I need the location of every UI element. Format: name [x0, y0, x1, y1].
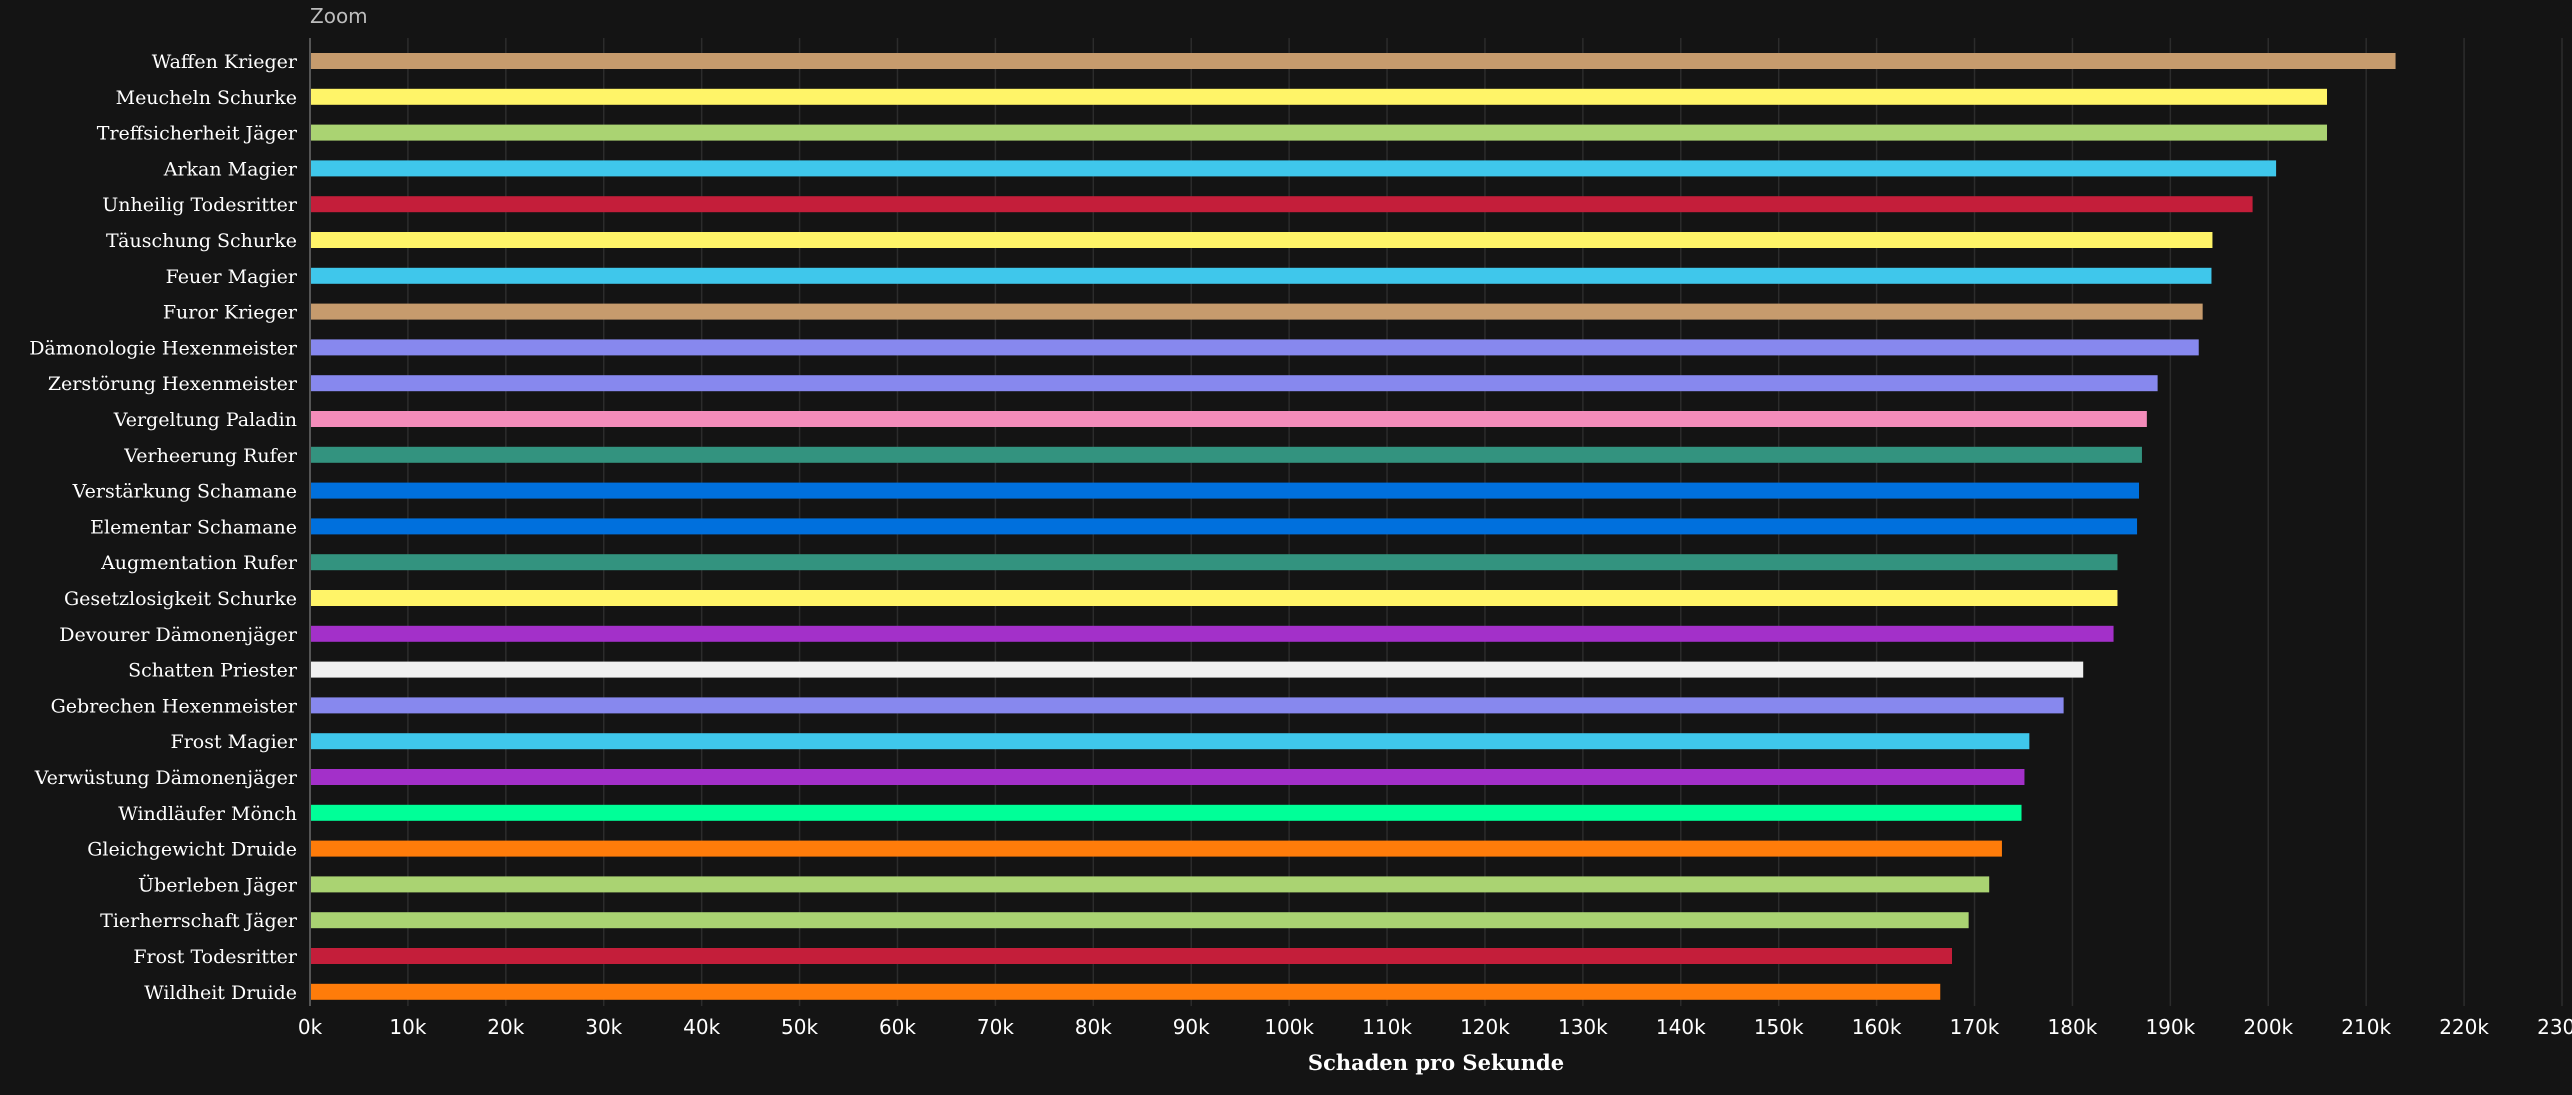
- y-tick-label: Elementar Schamane: [90, 516, 297, 538]
- x-tick-label: 150k: [1754, 1015, 1804, 1039]
- bar[interactable]: [310, 375, 2158, 392]
- x-tick-label: 170k: [1950, 1015, 2000, 1039]
- y-tick-label: Tierherrschaft Jäger: [100, 910, 298, 932]
- x-tick-label: 120k: [1460, 1015, 1510, 1039]
- x-tick-label: 10k: [389, 1015, 426, 1039]
- y-tick-label: Frost Magier: [171, 731, 298, 753]
- x-tick-label: 200k: [2243, 1015, 2293, 1039]
- x-tick-label: 80k: [1075, 1015, 1112, 1039]
- bar[interactable]: [310, 876, 1990, 893]
- x-tick-label: 220k: [2439, 1015, 2489, 1039]
- bar[interactable]: [310, 124, 2328, 141]
- y-tick-label: Täuschung Schurke: [106, 230, 297, 252]
- y-tick-label: Wildheit Druide: [144, 982, 297, 1004]
- y-tick-label: Gleichgewicht Druide: [87, 839, 297, 861]
- x-axis-tick-labels: 0k 10k 20k 30k 40k 50k 60k 70k 80k 90k 100k 110k 120…: [298, 1015, 2572, 1039]
- zoom-label[interactable]: Zoom: [310, 4, 368, 28]
- y-tick-label: Meucheln Schurke: [116, 87, 297, 109]
- x-tick-label: 130k: [1558, 1015, 1608, 1039]
- x-axis-title: Schaden pro Sekunde: [1308, 1050, 1564, 1075]
- bar[interactable]: [310, 983, 1941, 1000]
- y-tick-label: Verstärkung Schamane: [72, 481, 297, 503]
- x-tick-label: 60k: [879, 1015, 916, 1039]
- x-tick-label: 0k: [298, 1015, 323, 1039]
- bar[interactable]: [310, 733, 2030, 750]
- bar[interactable]: [310, 196, 2253, 213]
- x-tick-label: 140k: [1656, 1015, 1706, 1039]
- y-tick-label: Arkan Magier: [163, 158, 298, 180]
- y-tick-label: Verwüstung Dämonenjäger: [34, 767, 298, 789]
- bar[interactable]: [310, 53, 2396, 69]
- bar[interactable]: [310, 411, 2147, 427]
- bar[interactable]: [310, 697, 2064, 714]
- x-tick-label: 160k: [1852, 1015, 1902, 1039]
- y-tick-label: Devourer Dämonenjäger: [59, 624, 298, 646]
- bar[interactable]: [310, 948, 1953, 964]
- x-tick-label: 180k: [2048, 1015, 2098, 1039]
- bar[interactable]: [310, 446, 2142, 463]
- bar[interactable]: [310, 840, 2002, 857]
- bar[interactable]: [310, 590, 2118, 606]
- bar[interactable]: [310, 625, 2114, 642]
- y-tick-label: Furor Krieger: [163, 302, 298, 324]
- y-tick-label: Augmentation Rufer: [100, 552, 298, 574]
- bar[interactable]: [310, 267, 2212, 284]
- bar[interactable]: [310, 232, 2213, 248]
- x-tick-label: 20k: [487, 1015, 524, 1039]
- x-tick-label: 90k: [1173, 1015, 1210, 1039]
- y-tick-label: Schatten Priester: [128, 660, 298, 682]
- x-tick-label: 40k: [683, 1015, 720, 1039]
- bar[interactable]: [310, 482, 2140, 499]
- y-tick-label: Frost Todesritter: [133, 946, 298, 968]
- y-tick-label: Zerstörung Hexenmeister: [48, 373, 298, 395]
- y-tick-label: Treffsicherheit Jäger: [97, 123, 298, 145]
- bar[interactable]: [310, 518, 2138, 535]
- bar[interactable]: [310, 912, 1969, 929]
- y-tick-label: Verheerung Rufer: [123, 445, 298, 467]
- y-tick-label: Gesetzlosigkeit Schurke: [64, 588, 297, 610]
- y-tick-label: Gebrechen Hexenmeister: [51, 695, 298, 717]
- y-tick-label: Dämonologie Hexenmeister: [29, 337, 298, 359]
- x-tick-label: 100k: [1264, 1015, 1314, 1039]
- y-axis-labels: Waffen Krieger Meucheln Schurke Treffsiche…: [29, 51, 298, 1004]
- x-tick-label: 50k: [781, 1015, 818, 1039]
- bar[interactable]: [310, 769, 2025, 785]
- bars: [310, 53, 2396, 1000]
- bar[interactable]: [310, 88, 2328, 105]
- bar[interactable]: [310, 661, 2084, 678]
- x-tick-label: 210k: [2341, 1015, 2391, 1039]
- y-tick-label: Waffen Krieger: [152, 51, 298, 73]
- x-tick-label: 70k: [977, 1015, 1014, 1039]
- x-tick-label: 30k: [585, 1015, 622, 1039]
- bar[interactable]: [310, 160, 2277, 177]
- bar[interactable]: [310, 303, 2203, 320]
- x-tick-label: 190k: [2145, 1015, 2195, 1039]
- bar[interactable]: [310, 554, 2118, 571]
- x-tick-label: 230k: [2537, 1015, 2572, 1039]
- y-tick-label: Unheilig Todesritter: [102, 194, 298, 216]
- y-tick-label: Überleben Jäger: [138, 873, 298, 896]
- x-tick-label: 110k: [1362, 1015, 1412, 1039]
- y-tick-label: Vergeltung Paladin: [113, 409, 297, 431]
- bar[interactable]: [310, 339, 2199, 356]
- bar[interactable]: [310, 804, 2022, 821]
- y-tick-label: Feuer Magier: [166, 266, 298, 288]
- y-tick-label: Windläufer Mönch: [118, 803, 297, 825]
